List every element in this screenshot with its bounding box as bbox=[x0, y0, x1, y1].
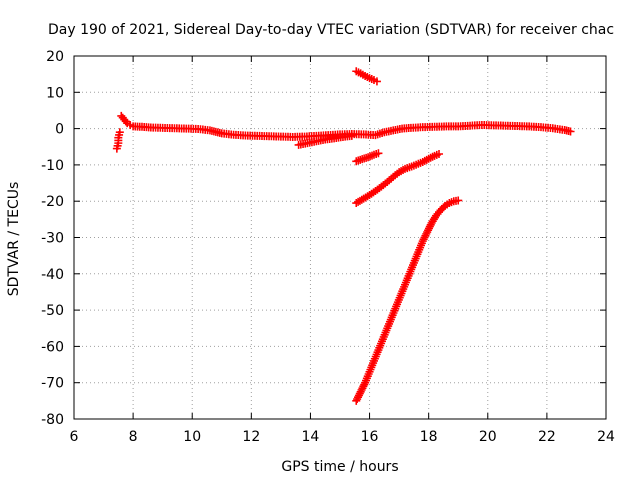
y-tick-label: 0 bbox=[55, 122, 64, 138]
x-tick-label: 24 bbox=[597, 429, 615, 445]
y-tick-label: -10 bbox=[41, 158, 64, 174]
data-point bbox=[374, 149, 383, 158]
data-point bbox=[566, 127, 575, 136]
y-tick-label: -60 bbox=[41, 339, 64, 355]
x-axis-label: GPS time / hours bbox=[281, 459, 398, 475]
data-point bbox=[355, 389, 364, 398]
grid-lines bbox=[74, 56, 606, 419]
y-tick-label: 10 bbox=[46, 85, 64, 101]
series-upper-short bbox=[352, 67, 381, 86]
data-point bbox=[424, 224, 433, 233]
data-points bbox=[112, 67, 575, 405]
data-point bbox=[112, 144, 121, 153]
data-point bbox=[358, 384, 367, 393]
chart-title: Day 190 of 2021, Sidereal Day-to-day VTE… bbox=[48, 22, 614, 38]
data-point bbox=[356, 387, 365, 396]
x-tick-label: 22 bbox=[538, 429, 556, 445]
data-point bbox=[454, 196, 463, 205]
series-dip-segment bbox=[294, 131, 356, 149]
series-steep-rising bbox=[352, 196, 463, 405]
data-point bbox=[360, 380, 369, 389]
data-point bbox=[353, 395, 362, 404]
y-tick-label: -50 bbox=[41, 303, 64, 319]
x-tick-label: 20 bbox=[479, 429, 497, 445]
data-point bbox=[357, 385, 366, 394]
data-point bbox=[354, 393, 363, 402]
data-point bbox=[423, 228, 432, 237]
x-tick-label: 16 bbox=[361, 429, 379, 445]
x-tick-label: 10 bbox=[183, 429, 201, 445]
y-tick-label: -40 bbox=[41, 267, 64, 283]
data-point bbox=[424, 226, 433, 235]
data-point bbox=[419, 235, 428, 244]
data-point bbox=[352, 396, 361, 405]
x-tick-label: 12 bbox=[242, 429, 260, 445]
x-tick-label: 18 bbox=[420, 429, 438, 445]
series-main-track bbox=[117, 111, 575, 141]
data-point bbox=[435, 150, 444, 159]
data-point bbox=[422, 229, 431, 238]
series-mid-rising bbox=[352, 150, 444, 208]
data-point bbox=[372, 77, 381, 86]
y-tick-label: -20 bbox=[41, 194, 64, 210]
data-point bbox=[421, 231, 430, 240]
x-tick-label: 14 bbox=[302, 429, 320, 445]
series-early-drop bbox=[112, 128, 124, 153]
data-point bbox=[425, 222, 434, 231]
x-tick-label: 6 bbox=[70, 429, 79, 445]
data-point bbox=[418, 237, 427, 246]
data-point bbox=[420, 233, 429, 242]
data-point bbox=[121, 117, 130, 126]
data-point bbox=[347, 131, 356, 140]
series-short-negative bbox=[352, 149, 383, 166]
axis-ticks: 6 8 10 12 14 16 18 20 22 24 -80 -70 -60 -50 -40 -30 -20 -… bbox=[41, 49, 615, 445]
data-point bbox=[359, 382, 368, 391]
y-tick-label: -30 bbox=[41, 231, 64, 247]
x-tick-label: 8 bbox=[129, 429, 138, 445]
y-tick-label: -70 bbox=[41, 376, 64, 392]
y-tick-label: -80 bbox=[41, 412, 64, 428]
y-axis-label: SDTVAR / TECUs bbox=[6, 182, 22, 297]
y-tick-label: 20 bbox=[46, 49, 64, 65]
data-point bbox=[354, 391, 363, 400]
